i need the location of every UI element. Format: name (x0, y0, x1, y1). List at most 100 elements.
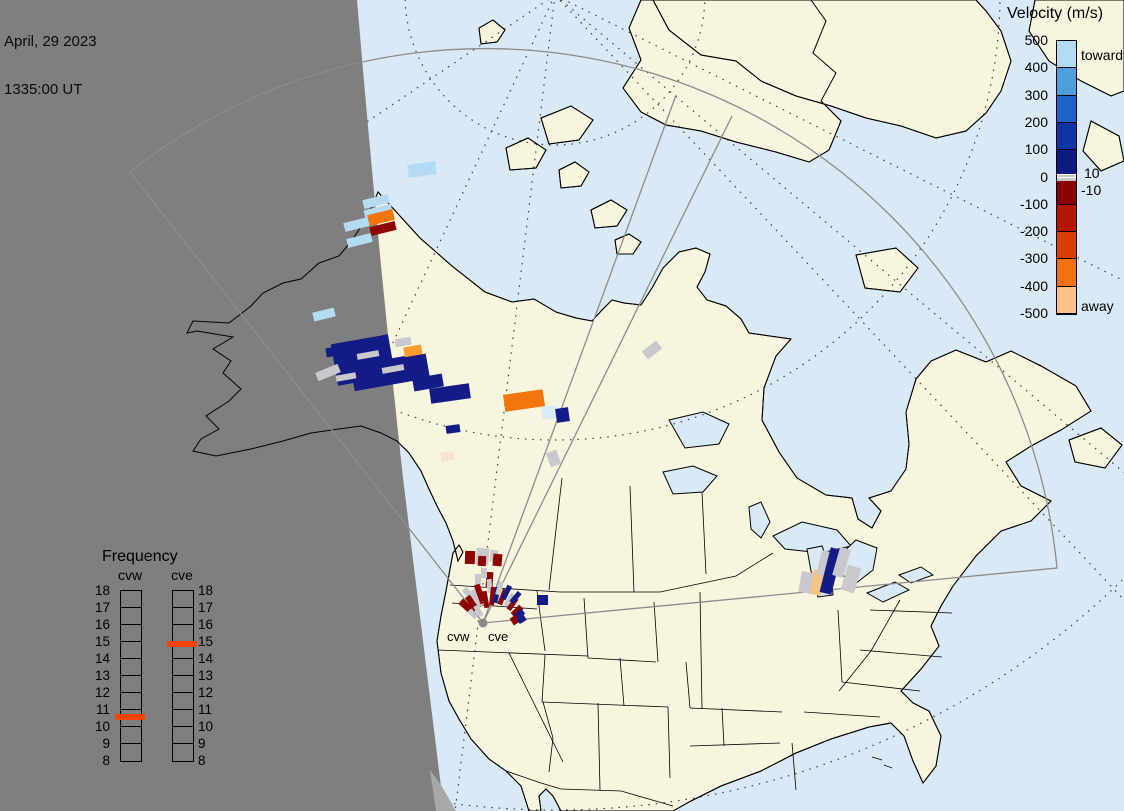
frequency-bar-segment (121, 642, 141, 659)
frequency-scale-label: 8 (102, 753, 110, 768)
echo-cell (641, 340, 663, 360)
echo-cell (500, 584, 513, 601)
echo-cell (325, 345, 343, 358)
echo-cell (798, 571, 815, 594)
frequency-scale-label: 12 (198, 685, 214, 700)
echo-cell (503, 389, 545, 412)
frequency-scale-label: 12 (94, 685, 110, 700)
echo-cell (312, 307, 336, 322)
upper-threshold-label: 10 (1084, 165, 1100, 181)
toward-label: toward (1081, 47, 1124, 63)
frequency-bar-segment (173, 659, 193, 676)
echo-cell (477, 555, 487, 567)
frequency-scale-label: 10 (198, 719, 214, 734)
frequency-bar-segment (173, 727, 193, 744)
velocity-tick-label: -400 (1019, 277, 1048, 294)
velocity-tick-label: 500 (1024, 32, 1048, 48)
frequency-scale-label: 17 (94, 600, 110, 615)
echo-cell (495, 580, 504, 596)
velocity-legend-title: Velocity (m/s) (1007, 5, 1104, 22)
frequency-scale-label: 17 (198, 600, 214, 615)
velocity-tick-label: 0 (1040, 168, 1048, 185)
echo-cell (481, 590, 490, 609)
echo-cell (555, 407, 570, 423)
velocity-colorbar-segment (1057, 122, 1076, 151)
frequency-bar-segment (121, 676, 141, 693)
map-radar-label-cve: cve (488, 629, 509, 644)
echo-cell (362, 193, 390, 210)
echo-cell (407, 161, 437, 178)
frequency-bar-segment (173, 693, 193, 710)
velocity-tick-label: -500 (1019, 305, 1048, 321)
velocity-colorbar-segment (1057, 177, 1076, 205)
frequency-scale-label: 14 (94, 651, 110, 666)
frequency-scale-label: 11 (198, 702, 213, 717)
frequency-scale-label: 18 (94, 583, 110, 598)
frequency-bar-segment (173, 710, 193, 727)
velocity-tick-label: -300 (1019, 250, 1048, 267)
radar-echo-cells (312, 161, 862, 626)
echo-cell (492, 553, 503, 567)
frequency-bar-segment (121, 727, 141, 744)
frequency-scale-label: 11 (95, 702, 110, 717)
echo-cell (458, 598, 473, 613)
frequency-marker-cvw (115, 713, 145, 720)
lower-threshold-label: -10 (1081, 182, 1102, 198)
frequency-bar-segment (121, 659, 141, 676)
frequency-bar-segment (173, 642, 193, 659)
echo-cell (367, 209, 395, 226)
velocity-tick-label: 200 (1024, 113, 1048, 130)
echo-cell (346, 233, 373, 248)
frequency-radar-west-label: cvw (117, 567, 143, 583)
frequency-marker-cve (167, 641, 197, 648)
frequency-bar-segment (173, 608, 193, 625)
frequency-scale-label: 9 (198, 736, 206, 751)
velocity-colorbar-segment (1057, 41, 1076, 69)
away-label: away (1081, 298, 1114, 314)
echo-cell (473, 604, 484, 618)
echo-cell (356, 350, 380, 360)
frequency-bar-segment (121, 693, 141, 710)
velocity-tick-label: -100 (1019, 195, 1048, 212)
frequency-scale-label: 8 (198, 753, 206, 768)
frequency-bar-cvw (120, 590, 142, 762)
frequency-bar-cve (172, 590, 194, 762)
frequency-bar-segment (173, 591, 193, 608)
echo-cell (445, 424, 461, 434)
velocity-zero-band (1057, 174, 1076, 181)
echo-cell (819, 547, 843, 595)
echo-cell (440, 451, 455, 462)
echo-cell (537, 595, 548, 605)
echo-cell (470, 588, 483, 608)
frequency-bar-segment (121, 591, 141, 608)
radar-fov-outline (129, 47, 1058, 624)
velocity-colorbar-segment (1057, 204, 1076, 233)
frequency-scale-label: 13 (94, 668, 110, 683)
echo-cell (381, 364, 405, 374)
echo-cell (394, 336, 412, 348)
timestamp: April, 29 2023 1335:00 UT (4, 2, 97, 130)
velocity-colorbar-segment (1057, 95, 1076, 123)
echo-cell (412, 373, 444, 392)
twilight-edge (430, 770, 456, 811)
echo-cell (545, 449, 562, 468)
frequency-scale-label: 18 (198, 583, 214, 598)
frequency-bar-segment (121, 625, 141, 642)
velocity-colorbar-segment (1057, 232, 1076, 260)
echo-cell (396, 353, 430, 383)
echo-cell (503, 592, 516, 608)
velocity-tick-label: -200 (1019, 223, 1048, 240)
map-radar-label-cvw: cvw (447, 629, 470, 644)
echo-cell (481, 568, 487, 578)
timestamp-time: 1335:00 UT (4, 81, 83, 98)
frequency-bar-segment (173, 625, 193, 642)
echo-cell (832, 547, 851, 578)
echo-cell (509, 590, 522, 605)
echo-cell (369, 220, 397, 237)
radar-site-dot (478, 618, 488, 628)
echo-cell (464, 550, 476, 565)
echo-cell (516, 613, 527, 625)
velocity-colorbar-segment (1057, 286, 1076, 314)
velocity-colorbar (1056, 40, 1077, 315)
echo-cell (335, 372, 357, 382)
